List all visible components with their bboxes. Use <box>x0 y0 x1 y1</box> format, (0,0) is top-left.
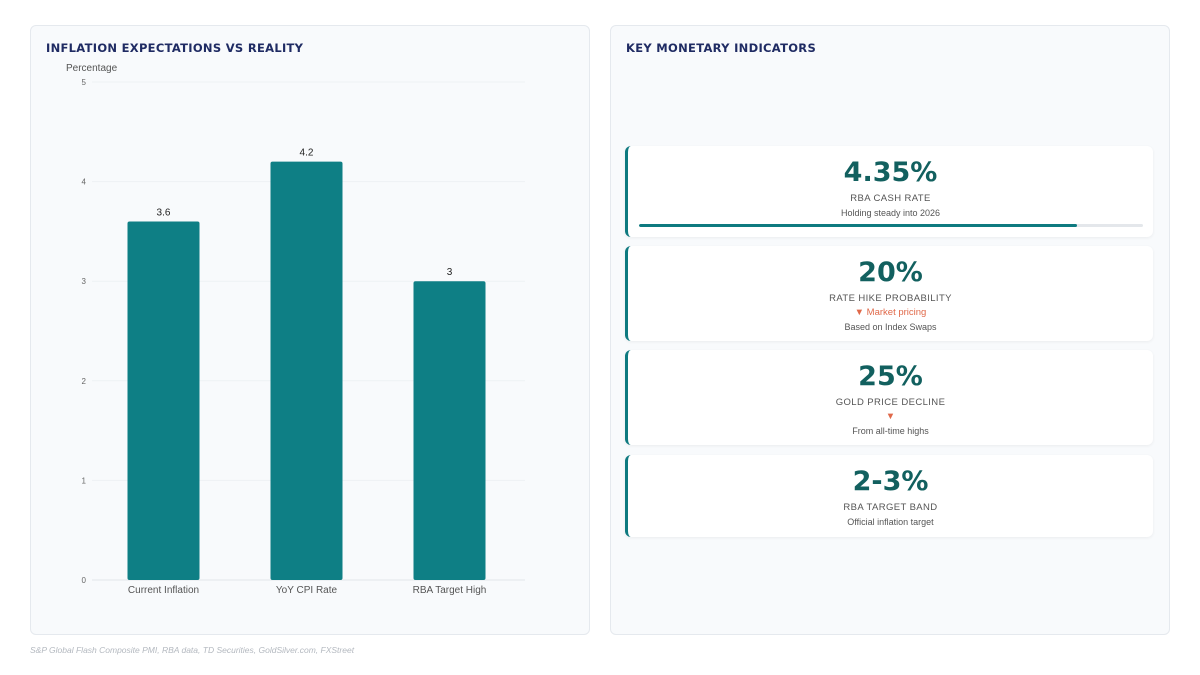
x-tick-label: RBA Target High <box>413 585 487 596</box>
kpi-subtext: Based on Index Swaps <box>844 322 937 332</box>
trend-down-icon: ▼ <box>885 411 896 422</box>
cash-rate-progress-bar <box>638 224 1143 227</box>
kpi-label: GOLD PRICE DECLINE <box>835 397 946 408</box>
bar <box>413 281 486 580</box>
progress-fill <box>638 224 1077 227</box>
bar-value-label: 4.2 <box>300 148 314 159</box>
bar-value-label: 3.6 <box>157 207 171 218</box>
y-tick-label: 0 <box>82 576 87 585</box>
kpi-value: 25% <box>858 361 923 392</box>
kpi-value: 4.35% <box>843 157 938 188</box>
kpi-label: RBA CASH RATE <box>850 193 931 204</box>
kpi-card-cash-rate: 4.35% RBA CASH RATE Holding steady into … <box>625 146 1153 237</box>
kpi-subtext: Official inflation target <box>847 517 934 527</box>
x-tick-label: Current Inflation <box>128 585 199 596</box>
bar-value-label: 3 <box>447 267 453 278</box>
trend-down-indicator: ▼ Market pricing <box>854 307 927 318</box>
kpi-subtext: From all-time highs <box>852 426 929 436</box>
kpi-subtext: Holding steady into 2026 <box>840 208 941 218</box>
y-tick-label: 1 <box>82 476 87 485</box>
bar <box>270 161 343 580</box>
source-note: S&P Global Flash Composite PMI, RBA data… <box>30 645 355 655</box>
kpi-label: RBA TARGET BAND <box>843 502 938 513</box>
kpi-panel-title: KEY MONETARY INDICATORS <box>626 41 817 55</box>
kpi-card-target-band: 2-3% RBA TARGET BAND Official inflation … <box>625 455 1153 537</box>
y-tick-label: 3 <box>82 277 87 286</box>
kpi-value: 20% <box>858 257 923 288</box>
y-tick-label: 5 <box>82 78 87 87</box>
y-tick-label: 4 <box>82 178 87 187</box>
bar <box>127 221 200 580</box>
kpi-label: RATE HIKE PROBABILITY <box>829 293 952 304</box>
chart-title: INFLATION EXPECTATIONS VS REALITY <box>46 41 304 55</box>
y-tick-label: 2 <box>82 377 87 386</box>
y-axis-label: Percentage <box>66 63 118 74</box>
kpi-card-gold-decline: 25% GOLD PRICE DECLINE ▼ From all-time h… <box>625 350 1153 445</box>
x-tick-label: YoY CPI Rate <box>276 585 338 596</box>
kpi-value: 2-3% <box>852 466 929 497</box>
kpi-card-rate-hike: 20% RATE HIKE PROBABILITY ▼ Market prici… <box>625 246 1153 341</box>
